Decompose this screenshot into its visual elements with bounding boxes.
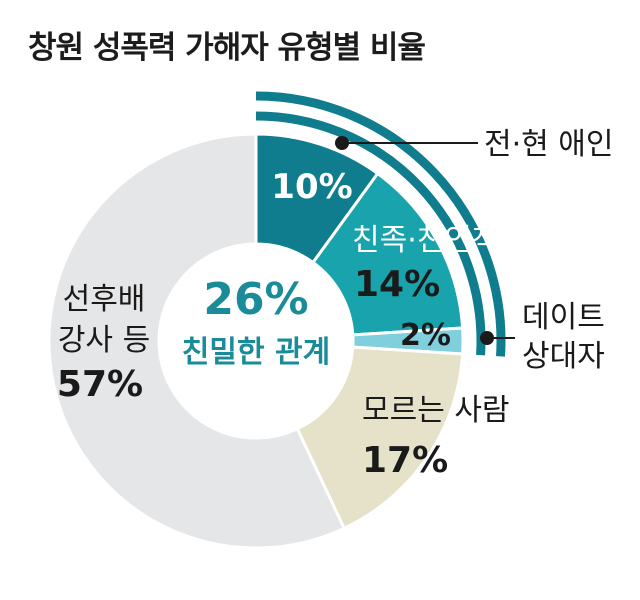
slice-label-4-line-1: 선후배: [63, 282, 146, 317]
pie-slice-4: [47, 132, 347, 550]
slice-label-1: 친족·친인척: [352, 223, 500, 258]
group-arc-inner: [255, 111, 486, 356]
slice-value-2: 2%: [400, 318, 451, 353]
group-arc-outer: [255, 91, 506, 357]
pie-slice-1: [310, 171, 465, 337]
slice-label-0: 전·현 애인: [484, 127, 613, 162]
pie-slice-3: [295, 345, 465, 531]
slice-value-0: 10%: [271, 167, 352, 207]
slice-label-2-line-2: 상대자: [522, 339, 605, 374]
slice-label-3: 모르는 사람: [362, 393, 510, 428]
center-label: 친밀한 관계: [182, 335, 330, 370]
chart-title: 창원 성폭력 가해자 유형별 비율: [28, 30, 426, 66]
slice-label-4-line-2: 강사 등: [58, 323, 150, 358]
slice-value-3: 17%: [362, 440, 448, 481]
slice-label-2-line-1: 데이트: [522, 300, 605, 335]
center-value: 26%: [203, 274, 308, 325]
slice-value-1: 14%: [354, 264, 440, 305]
slice-value-4: 57%: [57, 364, 143, 405]
